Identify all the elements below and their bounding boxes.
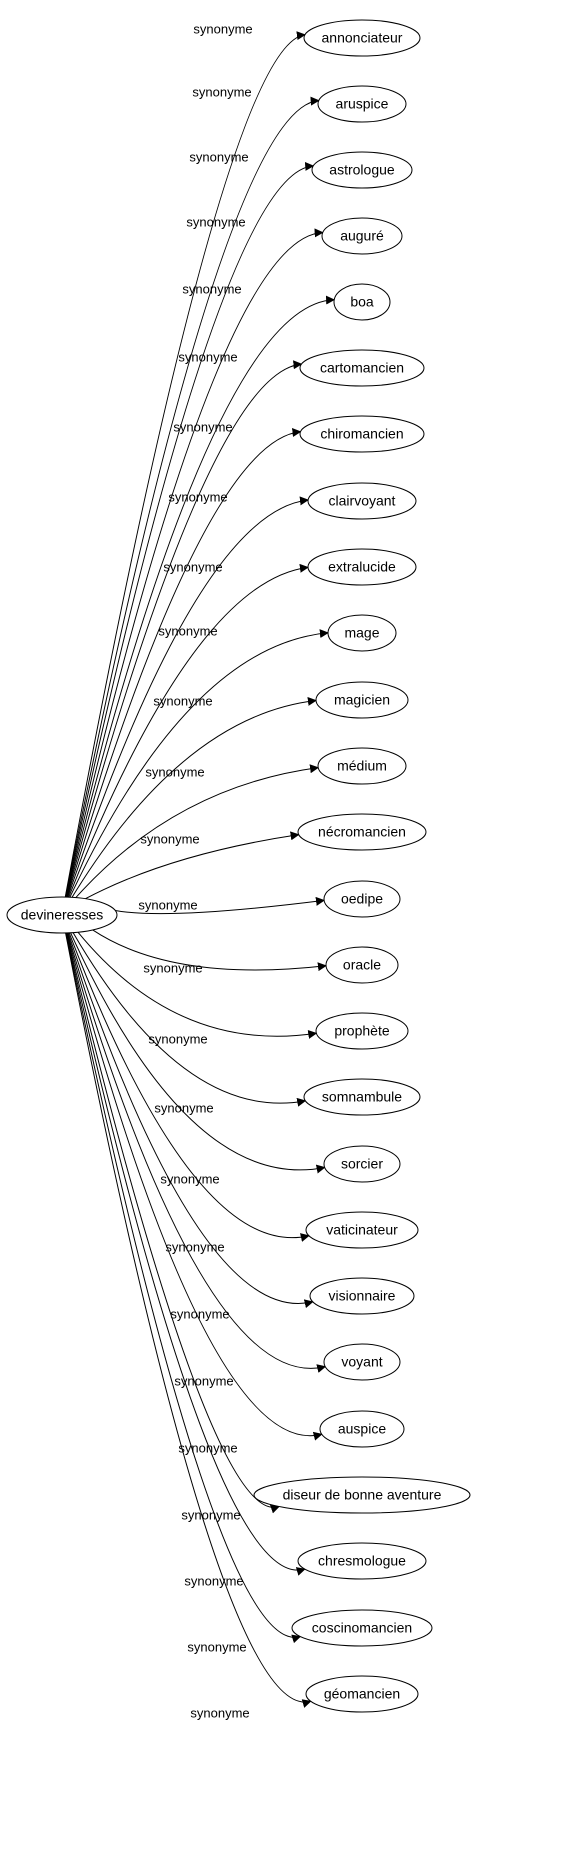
synonym-node: médium bbox=[318, 748, 406, 784]
synonym-node: aruspice bbox=[318, 86, 406, 122]
synonym-node: auguré bbox=[322, 218, 402, 254]
edge bbox=[93, 930, 326, 970]
synonym-node-label: annonciateur bbox=[322, 30, 403, 46]
synonym-node-label: cartomancien bbox=[320, 360, 404, 376]
synonym-node: vaticinateur bbox=[306, 1212, 418, 1248]
edge-label: synonyme bbox=[143, 960, 202, 975]
synonym-node-label: somnambule bbox=[322, 1089, 402, 1105]
synonym-node-label: médium bbox=[337, 758, 387, 774]
edge bbox=[67, 933, 325, 1368]
synonym-node-label: magicien bbox=[334, 692, 390, 708]
synonym-node: extralucide bbox=[308, 549, 416, 585]
synonym-node-label: clairvoyant bbox=[329, 493, 396, 509]
synonym-node-label: géomancien bbox=[324, 1686, 400, 1702]
edge-label: synonyme bbox=[178, 349, 237, 364]
synonym-node-label: nécromancien bbox=[318, 824, 406, 840]
edge-label: synonyme bbox=[153, 693, 212, 708]
edge-label: synonyme bbox=[178, 1440, 237, 1455]
synonym-node: géomancien bbox=[306, 1676, 418, 1712]
edge-label: synonyme bbox=[173, 419, 232, 434]
edge bbox=[66, 166, 314, 897]
synonym-node-label: prophète bbox=[334, 1023, 389, 1039]
synonym-node: chresmologue bbox=[298, 1543, 426, 1579]
synonym-node: auspice bbox=[320, 1411, 404, 1447]
synonym-node: nécromancien bbox=[298, 814, 426, 850]
synonym-node: oedipe bbox=[324, 881, 400, 917]
edge-label: synonyme bbox=[192, 84, 251, 99]
synonym-node-label: diseur de bonne aventure bbox=[283, 1487, 442, 1503]
synonym-node: voyant bbox=[324, 1344, 400, 1380]
synonym-node: sorcier bbox=[324, 1146, 400, 1182]
synonym-node-label: oedipe bbox=[341, 891, 383, 907]
edge-label: synonyme bbox=[140, 831, 199, 846]
synonym-node: clairvoyant bbox=[308, 483, 416, 519]
edge-label: synonyme bbox=[187, 1639, 246, 1654]
synonym-node: annonciateur bbox=[304, 20, 420, 56]
synonym-node: coscinomancien bbox=[292, 1610, 432, 1646]
synonym-node: diseur de bonne aventure bbox=[254, 1477, 470, 1513]
synonym-node-label: vaticinateur bbox=[326, 1222, 398, 1238]
synonym-node: visionnaire bbox=[310, 1278, 414, 1314]
synonym-node: magicien bbox=[316, 682, 408, 718]
synonym-node-label: voyant bbox=[341, 1354, 382, 1370]
synonym-node-label: aruspice bbox=[336, 96, 389, 112]
edge-label: synonyme bbox=[148, 1031, 207, 1046]
edge-label: synonyme bbox=[182, 281, 241, 296]
edge-label: synonyme bbox=[186, 214, 245, 229]
synonym-node-label: mage bbox=[344, 625, 379, 641]
synonym-node-label: visionnaire bbox=[329, 1288, 396, 1304]
edge-label: synonyme bbox=[138, 897, 197, 912]
synonym-node-label: extralucide bbox=[328, 559, 396, 575]
synonym-node-label: coscinomancien bbox=[312, 1620, 412, 1636]
synonym-node-label: auguré bbox=[340, 228, 384, 244]
edge bbox=[72, 701, 316, 898]
synonym-graph: synonyme synonyme synonyme synonyme synonyme… bbox=[0, 0, 583, 1859]
synonym-node-label: oracle bbox=[343, 957, 381, 973]
synonym-node: cartomancien bbox=[300, 350, 424, 386]
synonym-node-label: chresmologue bbox=[318, 1553, 406, 1569]
synonym-node-label: chiromancien bbox=[320, 426, 403, 442]
edge-label: synonyme bbox=[170, 1306, 229, 1321]
edge-label: synonyme bbox=[190, 1705, 249, 1720]
synonym-node: somnambule bbox=[304, 1079, 420, 1115]
edge-label: synonyme bbox=[163, 559, 222, 574]
edge-label: synonyme bbox=[181, 1507, 240, 1522]
edges-group: synonyme synonyme synonyme synonyme synonyme… bbox=[65, 21, 334, 1720]
edge-label: synonyme bbox=[184, 1573, 243, 1588]
synonym-node: chiromancien bbox=[300, 416, 424, 452]
edge-label: synonyme bbox=[145, 764, 204, 779]
synonym-node-label: auspice bbox=[338, 1421, 386, 1437]
synonym-node: boa bbox=[334, 284, 390, 320]
synonym-node-label: astrologue bbox=[329, 162, 395, 178]
synonym-node: astrologue bbox=[312, 152, 412, 188]
synonym-node-label: boa bbox=[350, 294, 374, 310]
edge-label: synonyme bbox=[168, 489, 227, 504]
root-node-label: devineresses bbox=[21, 907, 104, 923]
synonym-node: oracle bbox=[326, 947, 398, 983]
edge-label: synonyme bbox=[165, 1239, 224, 1254]
edge-label: synonyme bbox=[193, 21, 252, 36]
edge bbox=[78, 932, 316, 1036]
edge-label: synonyme bbox=[158, 623, 217, 638]
synonym-node: mage bbox=[328, 615, 396, 651]
edge-label: synonyme bbox=[189, 149, 248, 164]
synonym-node: prophète bbox=[316, 1013, 408, 1049]
synonym-node-label: sorcier bbox=[341, 1156, 383, 1172]
root-node: devineresses bbox=[7, 897, 117, 933]
